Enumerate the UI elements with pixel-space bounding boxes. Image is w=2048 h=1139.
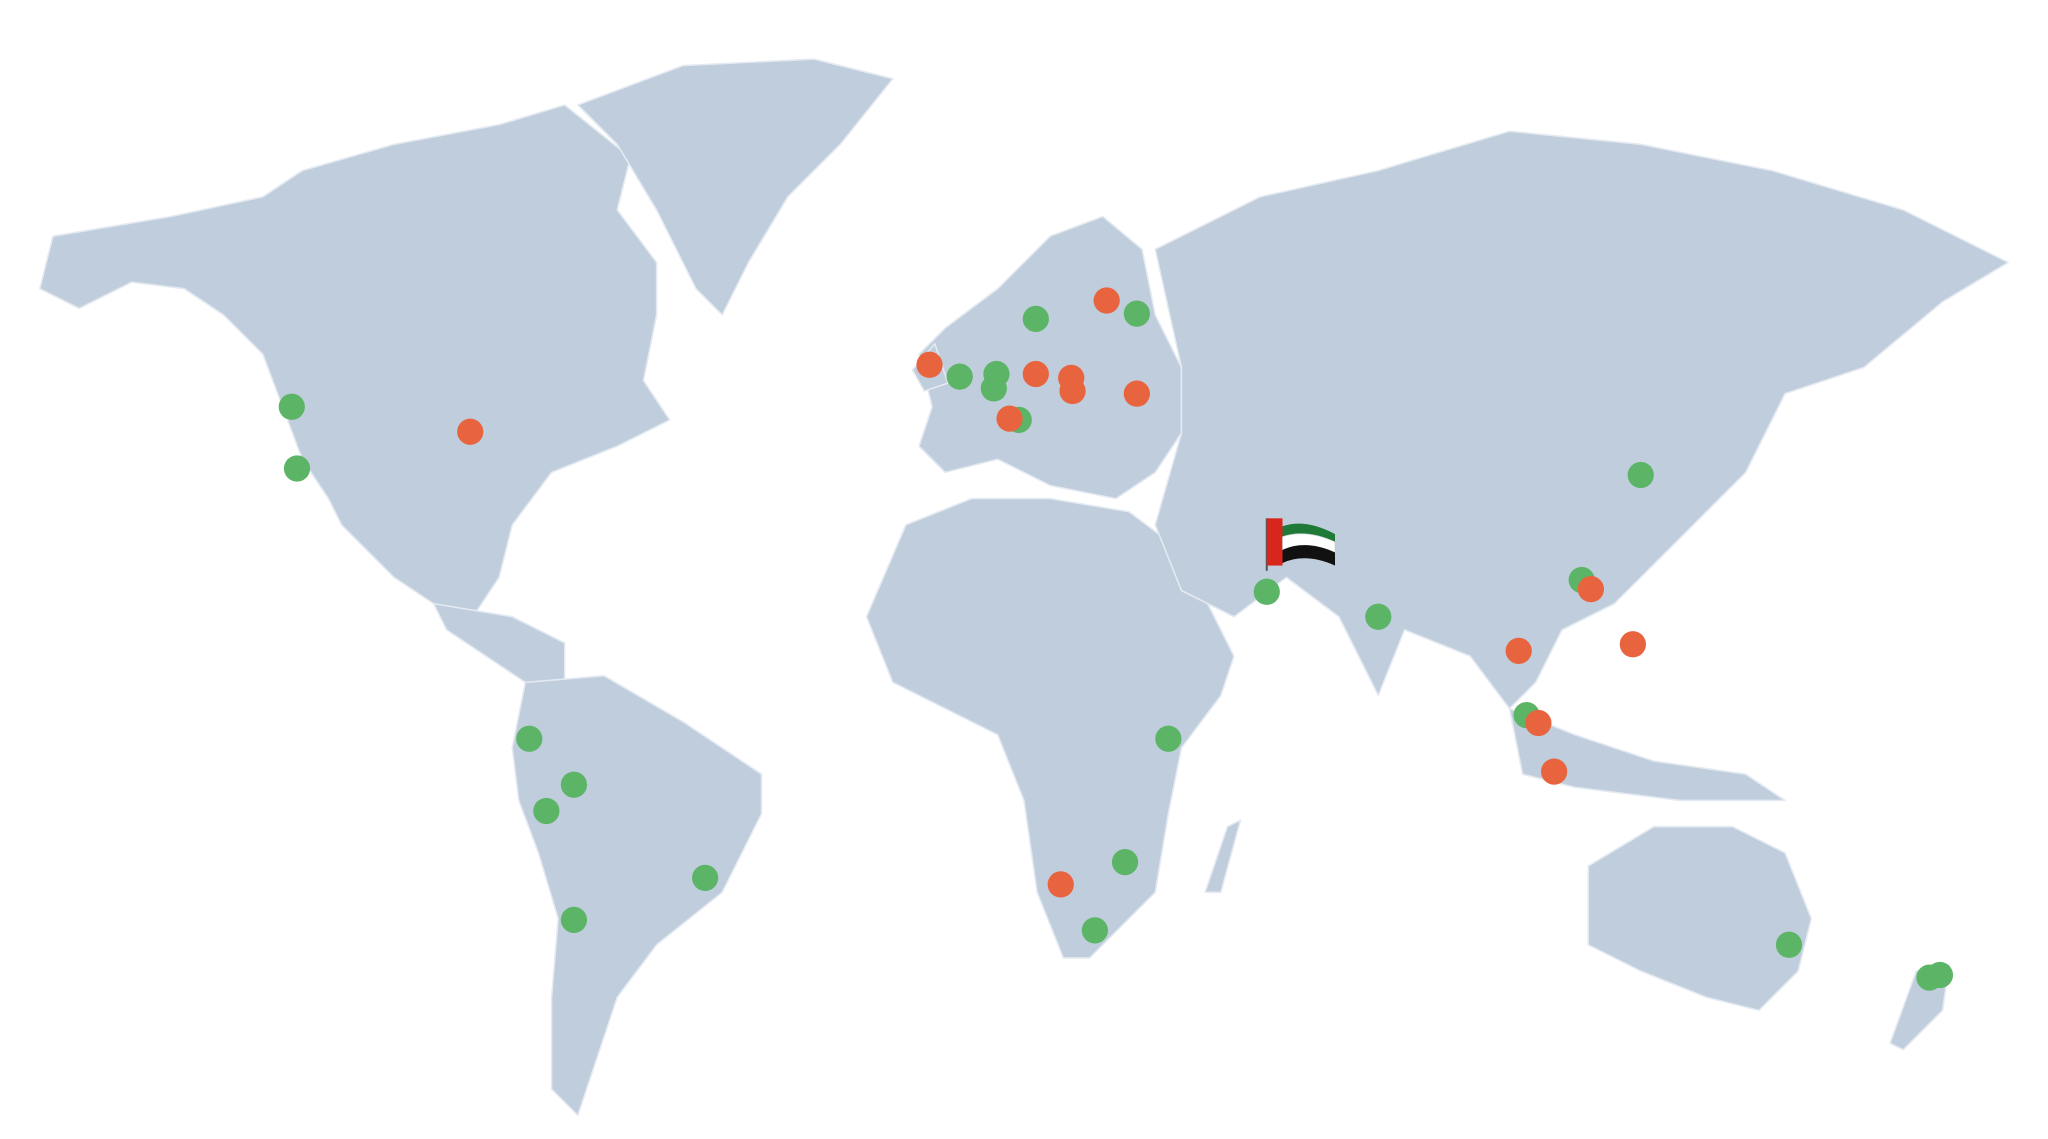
madagascar xyxy=(1204,819,1242,894)
location-marker[interactable] xyxy=(1047,871,1074,898)
location-marker[interactable] xyxy=(1123,380,1150,407)
location-marker[interactable] xyxy=(1022,360,1049,388)
location-marker[interactable] xyxy=(457,418,484,445)
location-marker[interactable] xyxy=(283,455,311,482)
australia xyxy=(1587,825,1813,1012)
location-marker[interactable] xyxy=(1081,917,1108,944)
location-marker[interactable] xyxy=(1123,300,1150,327)
location-marker[interactable] xyxy=(1775,931,1803,958)
flag-green xyxy=(1282,523,1335,542)
location-marker[interactable] xyxy=(1365,603,1392,630)
maritime-southeast-asia xyxy=(1508,707,1786,802)
location-marker[interactable] xyxy=(1525,709,1552,737)
location-marker[interactable] xyxy=(980,375,1007,402)
location-marker[interactable] xyxy=(692,864,719,891)
markers xyxy=(278,287,1954,991)
location-marker[interactable] xyxy=(1619,631,1646,658)
location-marker[interactable] xyxy=(1093,287,1120,314)
location-marker[interactable] xyxy=(1155,725,1182,752)
location-marker[interactable] xyxy=(533,797,560,825)
location-marker[interactable] xyxy=(1541,758,1568,785)
location-marker[interactable] xyxy=(560,771,588,798)
location-marker[interactable] xyxy=(1111,849,1139,876)
africa xyxy=(865,497,1235,959)
location-marker[interactable] xyxy=(1926,961,1954,989)
asia xyxy=(1154,130,2009,710)
uae-flag xyxy=(1265,518,1336,571)
north-america xyxy=(39,104,671,618)
location-marker[interactable] xyxy=(1022,305,1049,332)
location-marker[interactable] xyxy=(946,363,973,390)
location-marker[interactable] xyxy=(1627,461,1654,489)
flag-red xyxy=(1266,518,1283,566)
flag-black xyxy=(1282,545,1335,566)
central-america xyxy=(432,602,566,684)
location-marker[interactable] xyxy=(1577,576,1604,603)
greenland xyxy=(577,58,894,316)
land xyxy=(39,58,2009,1117)
location-marker[interactable] xyxy=(996,405,1023,432)
europe xyxy=(918,215,1183,500)
location-marker[interactable] xyxy=(516,725,543,752)
south-america xyxy=(511,675,763,1117)
location-marker[interactable] xyxy=(1059,377,1086,405)
location-marker[interactable] xyxy=(560,906,588,933)
location-marker[interactable] xyxy=(278,393,305,420)
location-marker[interactable] xyxy=(1505,637,1532,664)
location-marker[interactable] xyxy=(916,351,943,378)
location-marker[interactable] xyxy=(1253,578,1280,605)
